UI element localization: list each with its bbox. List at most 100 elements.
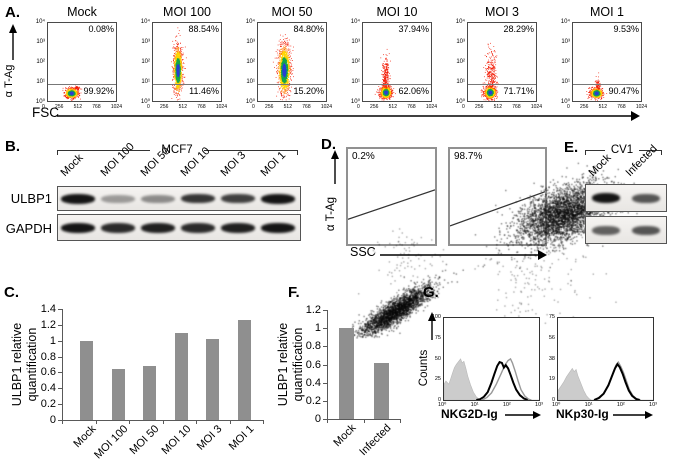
y-tick-mark (58, 356, 62, 358)
scatter-points (48, 23, 116, 101)
y-tick-label: 56 (548, 334, 555, 341)
y-tick-label: 0.4 (305, 376, 321, 389)
y-tick-label: 1.4 (40, 303, 56, 315)
y-tick-mark (58, 404, 62, 406)
y-tick-labels: 10⁴ 10³ 10² 10¹ 10⁰ (240, 19, 255, 105)
y-tick-label: 0.4 (40, 382, 56, 395)
x-tick-mark (95, 420, 97, 424)
y-axis-arrow-icon (331, 150, 339, 184)
x-tick-label: 256 (370, 104, 379, 110)
x-category-label: MOI 3 (194, 423, 225, 453)
y-tick-label: 25 (434, 376, 441, 383)
below-gate-pct: 71.71% (503, 86, 534, 96)
bar-moi-50 (142, 366, 156, 420)
histogram-nkg2d (443, 317, 540, 401)
y-tick-mark (323, 364, 327, 366)
y-tick-label: 10¹ (36, 79, 45, 85)
x-tick-label: 10³ (535, 402, 543, 408)
y-tick-label: 1.2 (40, 318, 56, 331)
y-tick-labels: 10⁴ 10³ 10² 10¹ 10⁰ (135, 19, 150, 105)
x-tick-label: 768 (512, 104, 521, 110)
hist-x-axis-label: NKp30-Ig (556, 407, 609, 421)
x-tick-mark (363, 419, 365, 423)
y-tick-mark (58, 340, 62, 342)
plot-title: MOI 1 (589, 5, 625, 19)
dot-plot-mock: 0.2% (346, 147, 522, 339)
x-tick-labels: 0 256 512 768 1024 (567, 104, 647, 110)
protein-band (261, 222, 295, 233)
cell-line-label: CV1 (605, 144, 639, 156)
gate-line (348, 189, 435, 220)
above-gate-pct: 84.80% (293, 24, 324, 34)
x-tick-label: 10¹ (470, 402, 479, 408)
y-tick-labels: 10⁴ 10³ 10² 10¹ 10⁰ (555, 19, 570, 105)
y-tick-label: 10⁴ (140, 19, 150, 25)
y-tick-labels: 10⁴ 10³ 10² 10¹ 10⁰ (450, 19, 465, 105)
x-tick-label: 1024 (320, 104, 332, 110)
lane-label: MOI 100 (98, 140, 137, 179)
y-tick-label: 10⁴ (350, 19, 360, 25)
scatter-points (363, 23, 431, 101)
y-tick-label: 10² (246, 59, 255, 65)
panel-b-label: B. (5, 138, 20, 155)
x-tick-label: 768 (407, 104, 416, 110)
plot-title: MOI 10 (376, 5, 418, 19)
x-tick-label: 768 (197, 104, 206, 110)
panel-a-y-axis-label: α T-Ag (3, 64, 15, 98)
x-tick-label: 0 (462, 104, 465, 110)
y-tick-mark (323, 419, 327, 420)
above-gate-pct: 9.53% (613, 24, 639, 34)
y-tick-mark (58, 324, 62, 326)
y-tick-label: 10⁰ (560, 99, 570, 105)
y-tick-mark (323, 328, 327, 330)
scatter-points (468, 23, 536, 101)
y-tick-label: 100 (431, 314, 441, 320)
bar-mock (79, 340, 93, 420)
y-tick-label: 10⁰ (455, 99, 465, 105)
histogram-curves (444, 357, 539, 400)
bar-moi-3 (205, 339, 219, 420)
lane-label: Mock (58, 151, 86, 179)
x-tick-label: 1024 (530, 104, 542, 110)
gate-line (468, 84, 536, 85)
x-tick-label: 10² (616, 402, 625, 408)
flow-plot-moi50: MOI 50 84.80% 15.20% 10⁴ 10³ 10² 10¹ 10⁰ 0 25… (246, 4, 332, 116)
protein-band (101, 222, 135, 233)
y-tick-label: 0 (551, 397, 555, 403)
hist-y-ticks: 100 75 50 25 0 (426, 314, 441, 403)
y-tick-mark (58, 372, 62, 374)
y-tick-label: 10³ (561, 39, 570, 45)
below-gate-pct: 99.92% (83, 86, 114, 96)
x-tick-label: 10³ (649, 402, 657, 408)
above-gate-pct: 0.08% (88, 24, 114, 34)
plot-title: MOI 50 (271, 5, 313, 19)
bar-infected (373, 362, 389, 419)
y-tick-label: 19 (548, 376, 555, 383)
y-tick-label: 38 (548, 355, 555, 362)
x-tick-label: 256 (55, 104, 64, 110)
gated-pct: 98.7% (454, 151, 483, 162)
cell-line-label: MCF7 (150, 144, 204, 156)
bracket-tick (297, 150, 298, 155)
below-gate-pct: 62.06% (398, 86, 429, 96)
blot-row-label-gapdh: GAPDH (5, 221, 52, 236)
y-tick-label: 10² (351, 59, 360, 65)
protein-band (181, 222, 215, 233)
flow-plot-area: 28.29% 71.71% (467, 22, 537, 102)
protein-band (141, 194, 175, 203)
x-tick-label: 0 (252, 104, 255, 110)
x-tick-mark (162, 420, 164, 424)
x-tick-label: 10⁰ (552, 402, 561, 408)
flow-plot-area: 0.08% 99.92% (47, 22, 117, 102)
x-tick-label: 512 (493, 104, 502, 110)
below-gate-pct: 15.20% (293, 86, 324, 96)
hist-y-ticks: 75 56 38 19 0 (540, 314, 555, 403)
x-tick-label: 512 (178, 104, 187, 110)
bar-mock (338, 328, 354, 419)
gate-line (573, 84, 641, 85)
x-tick-label: 0 (567, 104, 570, 110)
hist-x-ticks: 10⁰ 10¹ 10² 10³ (438, 402, 543, 408)
scatter-points (258, 23, 326, 101)
x-tick-labels: 0 256 512 768 1024 (252, 104, 332, 110)
